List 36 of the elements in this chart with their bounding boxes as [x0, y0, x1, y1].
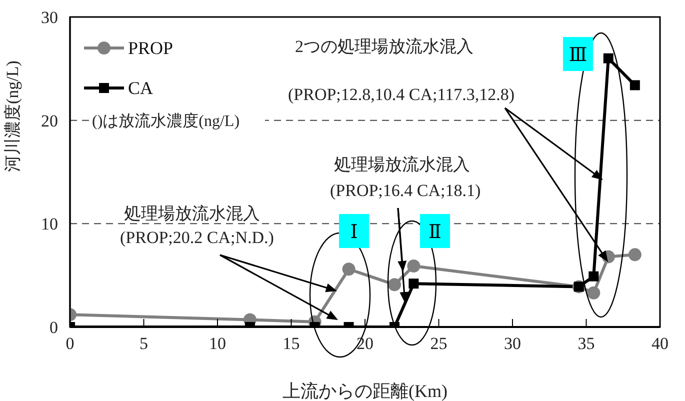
annotation: (PROP;16.4 CA;18.1) [330, 181, 481, 200]
annotation: ()は放流水濃度(ng/L) [92, 112, 240, 130]
y-tick-label: 10 [41, 214, 58, 234]
legend-label: PROP [128, 38, 174, 58]
y-tick-label: 20 [41, 111, 58, 130]
x-tick-label: 30 [504, 334, 521, 354]
x-tick-label: 10 [209, 334, 226, 354]
annotation: 処理場放流水混入 [124, 204, 260, 223]
annotation: Ⅲ [568, 45, 588, 66]
x-tick-label: 5 [140, 334, 148, 354]
annotation: 処理場放流水混入 [334, 155, 470, 174]
y-axis-title: 河川濃度(ng/L) [3, 60, 22, 172]
y-tick-label: 0 [50, 318, 58, 338]
x-tick-label: 35 [578, 334, 595, 354]
x-tick-label: 0 [66, 334, 74, 354]
x-tick-label: 25 [430, 334, 448, 354]
annotation: Ⅰ [350, 222, 358, 243]
x-tick-label: 20 [356, 334, 374, 354]
annotation: (PROP;20.2 CA;N.D.) [120, 228, 274, 247]
point [407, 260, 420, 273]
x-tick-label: 15 [282, 334, 300, 354]
annotation: Ⅱ [428, 222, 442, 243]
annotation: 2つの処理場放流水混入 [295, 37, 474, 56]
x-axis-title: 上流からの距離(Km) [282, 381, 448, 401]
point [588, 271, 599, 282]
point [342, 262, 356, 276]
point [388, 278, 401, 292]
legend-label: CA [128, 78, 154, 98]
point [587, 286, 600, 300]
point [628, 248, 642, 262]
y-tick-label: 30 [41, 8, 58, 28]
point [408, 278, 419, 289]
annotation: (PROP;12.8,10.4 CA;117.3,12.8) [288, 85, 515, 104]
point [630, 80, 640, 90]
point [603, 53, 614, 64]
x-tick-label: 40 [652, 334, 668, 354]
